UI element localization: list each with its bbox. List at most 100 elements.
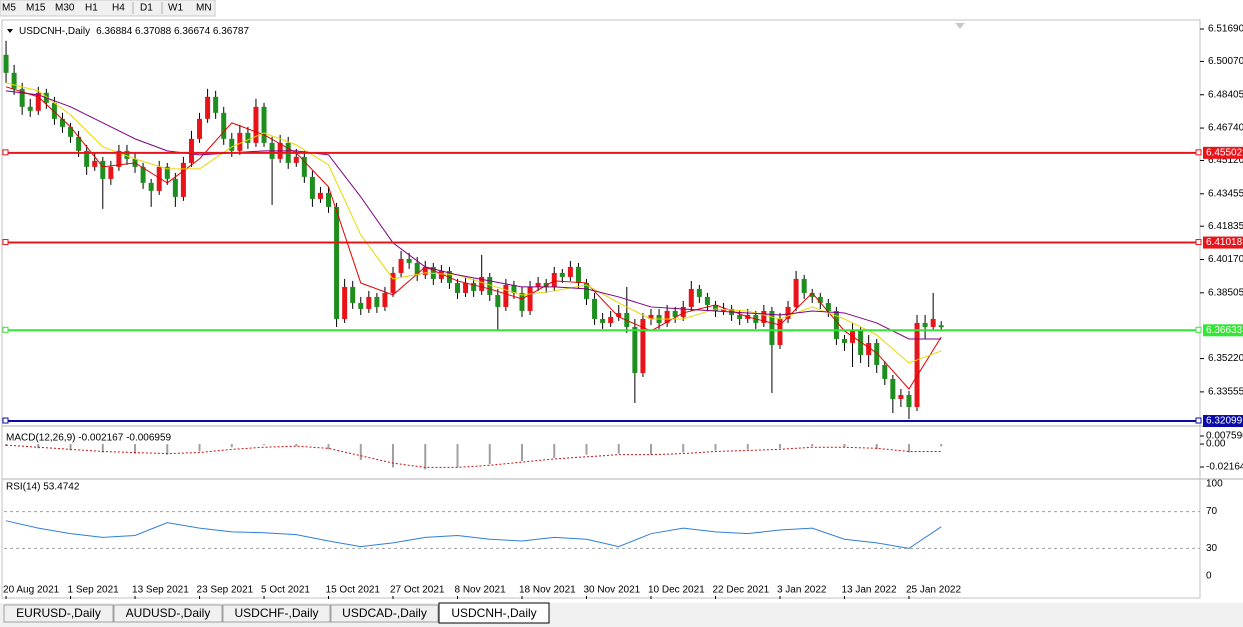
- level-price-box: [1203, 415, 1243, 428]
- tab-label: USDCHF-,Daily: [235, 606, 319, 620]
- timeframe-button[interactable]: MN: [196, 3, 212, 14]
- tab-background: [222, 604, 331, 623]
- moving-average: [5, 86, 942, 390]
- candle-body: [640, 318, 646, 373]
- candle-body: [551, 272, 557, 287]
- candle-body: [156, 166, 162, 191]
- candle-body: [116, 150, 122, 167]
- candle-body: [922, 322, 928, 327]
- candle-body: [487, 276, 493, 295]
- candle-body: [906, 394, 912, 407]
- candle-body: [414, 262, 420, 275]
- y-tick-label: 6.38505: [1208, 287, 1243, 298]
- y-tick-label: 6.51690: [1208, 24, 1243, 35]
- candle-body: [293, 156, 299, 163]
- candle-body: [600, 318, 606, 323]
- symbol-tab[interactable]: USDCAD-,Daily: [330, 604, 439, 623]
- level-price-label: 6.41018: [1206, 237, 1243, 248]
- x-tick-label: 18 Nov 2021: [519, 585, 576, 596]
- candle-body: [575, 266, 581, 283]
- symbol-tab[interactable]: EURUSD-,Daily: [3, 604, 114, 623]
- candle-body: [833, 310, 839, 339]
- candle-body: [326, 192, 332, 207]
- timeframe-button[interactable]: M5: [2, 3, 16, 14]
- candle-body: [866, 342, 872, 355]
- candle-body: [3, 54, 9, 73]
- candle-body: [406, 258, 412, 263]
- candle-body: [317, 192, 323, 199]
- timeframe-button[interactable]: M15: [26, 3, 46, 14]
- symbol-tab[interactable]: USDCNH-,Daily: [438, 602, 550, 624]
- candle-body: [583, 282, 589, 299]
- timeframe-button[interactable]: M30: [55, 3, 75, 14]
- x-tick-label: 3 Jan 2022: [777, 585, 827, 596]
- level-anchor: [2, 149, 9, 156]
- x-tick-label: 10 Dec 2021: [648, 585, 705, 596]
- candle-body: [495, 294, 501, 307]
- candle-body: [51, 102, 57, 119]
- candle-body: [930, 318, 936, 327]
- candle-body: [616, 312, 622, 317]
- candle-body: [245, 132, 251, 143]
- y-tick-label: 6.41835: [1208, 221, 1243, 232]
- candle-body: [455, 282, 461, 293]
- x-tick-label: 27 Oct 2021: [390, 585, 445, 596]
- candle-body: [100, 160, 106, 179]
- candle-body: [890, 378, 896, 399]
- y-tick-label: 6.45120: [1208, 155, 1243, 166]
- y-tick-label: -0.021644: [1206, 462, 1243, 473]
- level-anchor: [2, 239, 9, 246]
- candle-body: [712, 304, 718, 311]
- candle-body: [882, 364, 888, 379]
- candle-body: [535, 282, 541, 287]
- y-tick-label: 0.00: [1206, 439, 1226, 450]
- tab-label: EURUSD-,Daily: [16, 606, 101, 620]
- timeframe-button[interactable]: D1: [140, 3, 153, 14]
- tab-background: [330, 604, 439, 623]
- candle-body: [188, 138, 194, 163]
- candle-body: [108, 166, 114, 179]
- level-anchor: [2, 326, 9, 333]
- x-tick-label: 23 Sep 2021: [197, 585, 254, 596]
- level-anchor: [2, 417, 9, 424]
- candle-body: [769, 310, 775, 345]
- macd-signal-line: [6, 444, 942, 468]
- candle-body: [301, 156, 307, 177]
- symbol-tab[interactable]: AUDUSD-,Daily: [113, 604, 223, 623]
- candle-body: [124, 150, 130, 159]
- candle-body: [527, 286, 533, 311]
- chart-frame: [1, 19, 1201, 599]
- x-tick-label: 13 Sep 2021: [132, 585, 189, 596]
- candle-body: [334, 206, 340, 319]
- level-price-box: [1203, 146, 1243, 159]
- y-tick-label: 100: [1206, 479, 1223, 490]
- candle-body: [737, 314, 743, 319]
- candle-body: [76, 136, 82, 151]
- candle-body: [914, 322, 920, 407]
- candle-body: [164, 166, 170, 179]
- candle-body: [92, 160, 98, 167]
- timeframe-button[interactable]: H4: [112, 3, 125, 14]
- timeframe-button[interactable]: W1: [168, 3, 183, 14]
- candle-body: [567, 266, 573, 277]
- candle-body: [59, 118, 65, 127]
- y-tick-label: 6.33555: [1208, 387, 1243, 398]
- x-tick-label: 8 Nov 2021: [455, 585, 507, 596]
- candle-body: [696, 288, 702, 297]
- x-tick-label: 30 Nov 2021: [583, 585, 640, 596]
- candle-body: [342, 286, 348, 319]
- symbol-tab[interactable]: USDCHF-,Daily: [222, 604, 331, 623]
- timeframe-button[interactable]: H1: [85, 3, 98, 14]
- x-tick-label: 22 Dec 2021: [712, 585, 769, 596]
- candle-body: [463, 282, 469, 293]
- candle-body: [84, 150, 90, 167]
- candle-body: [309, 176, 315, 199]
- timeframe-toolbar: [0, 0, 216, 17]
- candle-body: [237, 132, 243, 151]
- x-tick-label: 5 Oct 2021: [261, 585, 310, 596]
- candle-body: [632, 326, 638, 373]
- candle-body: [648, 314, 654, 319]
- level-price-label: 6.36633: [1206, 325, 1243, 336]
- header-arrow: [7, 29, 13, 33]
- candle-body: [221, 112, 227, 139]
